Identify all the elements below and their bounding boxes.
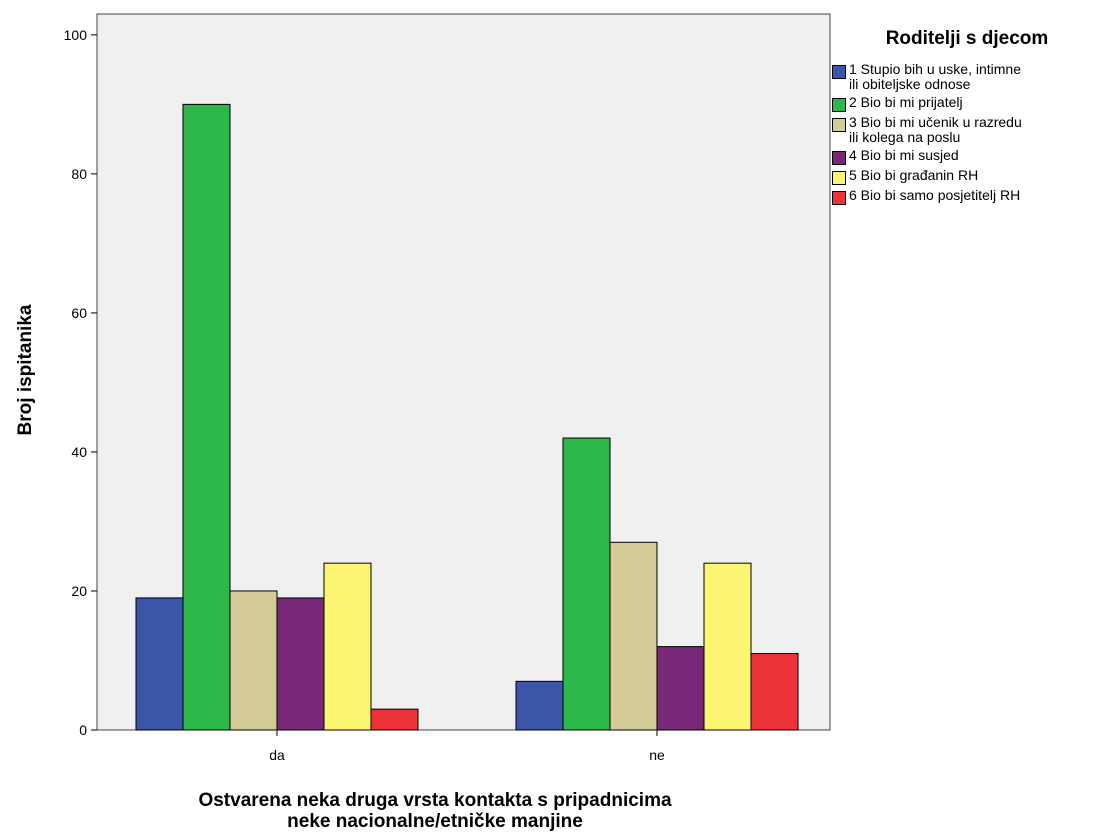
- bar-da-series-3: [229, 590, 278, 731]
- bar-da-series-6: [370, 708, 419, 731]
- legend-label-line: ili kolega na poslu: [849, 129, 961, 145]
- y-tick-label: 100: [64, 27, 88, 43]
- legend-label-line: 1 Stupio bih u uske, intimne: [849, 61, 1021, 77]
- legend-item-6: 6 Bio bi samo posjetitelj RH: [832, 188, 1094, 205]
- legend-label-line: ili obiteljske odnose: [849, 76, 971, 92]
- x-axis: da ne: [269, 730, 665, 763]
- legend-label: 5 Bio bi građanin RH: [849, 168, 978, 183]
- legend-items: 1 Stupio bih u uske, intimne ili obiteljs…: [832, 62, 1094, 205]
- legend-label-line: 2 Bio bi mi prijatelj: [849, 94, 963, 110]
- legend-label: 6 Bio bi samo posjetitelj RH: [849, 188, 1020, 203]
- bar-ne-series-1: [515, 680, 564, 731]
- y-tick-label: 0: [79, 722, 87, 738]
- bar-ne-series-3: [609, 541, 658, 731]
- bar-da-series-5: [323, 562, 372, 731]
- legend-label: 1 Stupio bih u uske, intimne ili obiteljs…: [849, 62, 1021, 92]
- legend-label: 2 Bio bi mi prijatelj: [849, 95, 963, 110]
- x-axis-label: Ostvarena neka druga vrsta kontakta s pr…: [100, 790, 770, 832]
- y-tick-label: 60: [71, 305, 87, 321]
- legend-label: 4 Bio bi mi susjed: [849, 148, 959, 163]
- legend-swatch: [832, 151, 846, 165]
- legend-swatch: [832, 65, 846, 79]
- legend-item-2: 2 Bio bi mi prijatelj: [832, 95, 1094, 112]
- bar-da-series-2: [182, 103, 231, 731]
- legend-item-1: 1 Stupio bih u uske, intimne ili obiteljs…: [832, 62, 1094, 92]
- x-tick-label: da: [269, 747, 285, 763]
- legend-item-4: 4 Bio bi mi susjed: [832, 148, 1094, 165]
- bar-ne-series-6: [750, 653, 799, 731]
- bar-da-series-4: [276, 597, 325, 731]
- bar-ne-series-5: [703, 562, 752, 731]
- x-axis-label-line-1: Ostvarena neka druga vrsta kontakta s pr…: [198, 790, 672, 811]
- y-tick-label: 20: [71, 583, 87, 599]
- bar-ne-series-4: [656, 646, 705, 731]
- legend-item-5: 5 Bio bi građanin RH: [832, 168, 1094, 185]
- legend-label-line: 3 Bio bi mi učenik u razredu: [849, 114, 1022, 130]
- legend-label-line: 6 Bio bi samo posjetitelj RH: [849, 187, 1021, 203]
- x-axis-label-line-2: neke nacionalne/etničke manjine: [287, 811, 583, 832]
- legend-swatch: [832, 118, 846, 132]
- legend-swatch: [832, 171, 846, 185]
- legend: Roditelji s djecom 1 Stupio bih u uske, …: [832, 28, 1094, 208]
- legend-title: Roditelji s djecom: [885, 28, 1049, 49]
- legend-swatch: [832, 191, 846, 205]
- bar-da-series-1: [135, 597, 184, 731]
- y-axis: 0 20 40 60 80 100: [64, 27, 97, 738]
- legend-label-line: 5 Bio bi građanin RH: [849, 167, 979, 183]
- bar-ne-series-2: [562, 437, 611, 731]
- y-axis-label: Broj ispitanika: [15, 304, 36, 436]
- legend-item-3: 3 Bio bi mi učenik u razredu ili kolega n…: [832, 115, 1094, 145]
- legend-swatch: [832, 98, 846, 112]
- y-tick-label: 80: [71, 166, 87, 182]
- legend-label-line: 4 Bio bi mi susjed: [849, 147, 959, 163]
- legend-label: 3 Bio bi mi učenik u razredu ili kolega n…: [849, 115, 1022, 145]
- x-tick-label: ne: [649, 747, 665, 763]
- y-tick-label: 40: [71, 444, 87, 460]
- bars: [135, 103, 799, 731]
